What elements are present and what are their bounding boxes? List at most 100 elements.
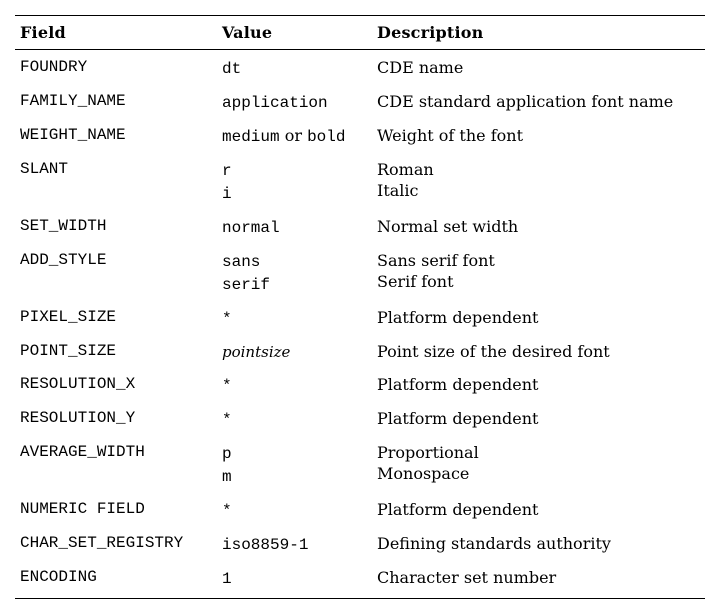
value-cell: sans serif <box>222 250 377 296</box>
value-segment: serif <box>222 276 271 294</box>
description-cell: CDE name <box>377 57 705 78</box>
description-line: Italic <box>377 181 419 200</box>
description-cell: Platform dependent <box>377 499 705 520</box>
description-cell: Sans serif font Serif font <box>377 250 705 292</box>
field-cell: ADD_STYLE <box>20 251 107 269</box>
value-segment: bold <box>307 128 346 146</box>
description-cell: Normal set width <box>377 216 705 237</box>
table-row: CHAR_SET_REGISTRY iso8859-1 Defining stand… <box>15 533 705 556</box>
field-cell: FOUNDRY <box>20 58 88 76</box>
table-row: RESOLUTION_Y * Platform dependent <box>15 408 705 431</box>
value-line: * <box>222 374 377 397</box>
description-line: Monospace <box>377 464 470 483</box>
table-row: SLANT r i Roman Italic <box>15 159 705 205</box>
description-line: Roman <box>377 160 434 179</box>
value-line: application <box>222 91 377 114</box>
header-value: Value <box>222 23 273 42</box>
value-line: iso8859-1 <box>222 533 377 556</box>
value-line: serif <box>222 273 377 296</box>
description-line: Platform dependent <box>377 375 539 394</box>
value-line: * <box>222 499 377 522</box>
value-cell: * <box>222 374 377 397</box>
description-cell: Platform dependent <box>377 374 705 395</box>
value-line: sans <box>222 250 377 273</box>
description-line: Platform dependent <box>377 308 539 327</box>
value-line: normal <box>222 216 377 239</box>
value-line: * <box>222 408 377 431</box>
table-row: POINT_SIZE pointsize Point size of the des… <box>15 341 705 363</box>
description-cell: Proportional Monospace <box>377 442 705 484</box>
value-segment: * <box>222 411 232 429</box>
field-cell: RESOLUTION_Y <box>20 409 136 427</box>
description-line: Character set number <box>377 568 557 587</box>
top-rule <box>15 15 705 16</box>
value-line: dt <box>222 57 377 80</box>
description-line: CDE standard application font name <box>377 92 674 111</box>
value-segment: application <box>222 94 328 112</box>
value-segment: m <box>222 468 232 486</box>
field-cell: POINT_SIZE <box>20 342 117 360</box>
table-body: FOUNDRY dt CDE name FAMILY_NAME application C… <box>15 50 705 598</box>
description-line: Defining standards authority <box>377 534 611 553</box>
description-cell: Point size of the desired font <box>377 341 705 362</box>
value-cell: application <box>222 91 377 114</box>
field-cell: CHAR_SET_REGISTRY <box>20 534 184 552</box>
value-segment: normal <box>222 219 280 237</box>
field-cell: PIXEL_SIZE <box>20 308 117 326</box>
value-segment: iso8859-1 <box>222 536 309 554</box>
value-cell: iso8859-1 <box>222 533 377 556</box>
value-line: r <box>222 159 377 182</box>
value-cell: * <box>222 408 377 431</box>
font-naming-table: Field Value Description FOUNDRY dt CDE nam… <box>15 15 705 599</box>
table-row: PIXEL_SIZE * Platform dependent <box>15 307 705 330</box>
table-row: ADD_STYLE sans serif Sans serif font Serif f… <box>15 250 705 296</box>
description-line: Serif font <box>377 272 454 291</box>
value-segment: pointsize <box>222 343 291 361</box>
value-segment: * <box>222 377 232 395</box>
field-cell: WEIGHT_NAME <box>20 126 126 144</box>
value-segment: sans <box>222 253 261 271</box>
description-cell: Platform dependent <box>377 408 705 429</box>
value-line: medium or bold <box>222 125 377 148</box>
description-line: Normal set width <box>377 217 519 236</box>
value-segment: i <box>222 185 232 203</box>
description-line: Platform dependent <box>377 409 539 428</box>
value-line: m <box>222 465 377 488</box>
value-segment: r <box>222 162 232 180</box>
description-cell: Character set number <box>377 567 705 588</box>
field-cell: AVERAGE_WIDTH <box>20 443 145 461</box>
value-segment: * <box>222 502 232 520</box>
description-line: Platform dependent <box>377 500 539 519</box>
field-cell: SET_WIDTH <box>20 217 107 235</box>
value-cell: normal <box>222 216 377 239</box>
field-cell: RESOLUTION_X <box>20 375 136 393</box>
value-cell: medium or bold <box>222 125 377 148</box>
value-cell: 1 <box>222 567 377 590</box>
table-header-row: Field Value Description <box>15 16 705 49</box>
description-cell: Platform dependent <box>377 307 705 328</box>
value-segment: p <box>222 445 232 463</box>
value-cell: pointsize <box>222 341 377 363</box>
table-row: FOUNDRY dt CDE name <box>15 57 705 80</box>
value-line: * <box>222 307 377 330</box>
value-segment: or <box>279 126 308 145</box>
value-segment: * <box>222 310 232 328</box>
description-line: Point size of the desired font <box>377 342 610 361</box>
description-cell: Defining standards authority <box>377 533 705 554</box>
bottom-rule <box>15 598 705 599</box>
field-cell: ENCODING <box>20 568 97 586</box>
field-cell: NUMERIC FIELD <box>20 500 145 518</box>
value-line: p <box>222 442 377 465</box>
description-line: CDE name <box>377 58 464 77</box>
description-cell: Roman Italic <box>377 159 705 201</box>
description-cell: Weight of the font <box>377 125 705 146</box>
value-cell: dt <box>222 57 377 80</box>
value-line: pointsize <box>222 341 377 363</box>
table-row: SET_WIDTH normal Normal set width <box>15 216 705 239</box>
description-line: Weight of the font <box>377 126 524 145</box>
table-row: ENCODING 1 Character set number <box>15 567 705 590</box>
value-line: i <box>222 182 377 205</box>
table-row: WEIGHT_NAME medium or bold Weight of the f… <box>15 125 705 148</box>
header-field: Field <box>20 23 66 42</box>
